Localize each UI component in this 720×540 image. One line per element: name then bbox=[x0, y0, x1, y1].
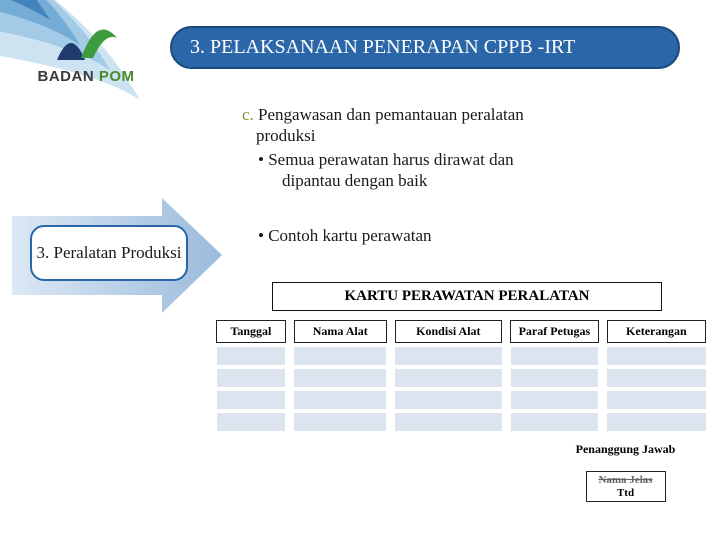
table-row bbox=[217, 347, 706, 365]
col-paraf-petugas: Paraf Petugas bbox=[511, 321, 599, 343]
col-nama-alat: Nama Alat bbox=[294, 321, 386, 343]
logo-text: BADAN POM bbox=[16, 68, 156, 85]
responsible-label: Penanggung Jawab bbox=[548, 442, 703, 457]
table-row bbox=[217, 391, 706, 409]
table-body bbox=[217, 343, 706, 431]
logo-word-badan: BADAN bbox=[37, 68, 94, 85]
maintenance-card-table: Tanggal Nama Alat Kondisi Alat Paraf Pet… bbox=[216, 320, 706, 431]
bullet-1a: • Semua perawatan harus dirawat dan bbox=[242, 149, 692, 170]
bullet-2: • Contoh kartu perawatan bbox=[242, 225, 692, 246]
section-header-title: 3. PELAKSANAAN PENERAPAN CPPB -IRT bbox=[190, 36, 575, 58]
col-keterangan: Keterangan bbox=[607, 321, 705, 343]
logo-word-pom: POM bbox=[99, 68, 135, 85]
col-kondisi-alat: Kondisi Alat bbox=[395, 321, 501, 343]
sidebar-topic-box: 3. Peralatan Produksi bbox=[30, 225, 188, 281]
table-row bbox=[217, 369, 706, 387]
point-c-letter: c. bbox=[242, 105, 254, 124]
section-header-pill: 3. PELAKSANAAN PENERAPAN CPPB -IRT bbox=[170, 26, 680, 69]
table-header-row: Tanggal Nama Alat Kondisi Alat Paraf Pet… bbox=[217, 321, 706, 343]
signature-block: Penanggung Jawab Nama Jelas Ttd bbox=[548, 442, 703, 502]
table-row bbox=[217, 413, 706, 431]
table-title: KARTU PERAWATAN PERALATAN bbox=[272, 282, 662, 311]
bullet-1b: dipantau dengan baik bbox=[242, 170, 692, 191]
sign-name-line: Nama Jelas bbox=[593, 474, 659, 487]
logo-mark bbox=[51, 18, 121, 66]
sidebar-topic-label: 3. Peralatan Produksi bbox=[37, 243, 182, 263]
point-c-text: Pengawasan dan pemantauan peralatan bbox=[254, 105, 524, 124]
point-c-line1: c. Pengawasan dan pemantauan peralatan bbox=[242, 104, 692, 125]
main-content: c. Pengawasan dan pemantauan peralatan p… bbox=[242, 104, 692, 246]
col-tanggal: Tanggal bbox=[217, 321, 286, 343]
badan-pom-logo: BADAN POM bbox=[16, 18, 156, 85]
sign-ttd: Ttd bbox=[593, 487, 659, 500]
point-c-line2: produksi bbox=[242, 125, 692, 146]
signature-box: Nama Jelas Ttd bbox=[586, 471, 666, 502]
